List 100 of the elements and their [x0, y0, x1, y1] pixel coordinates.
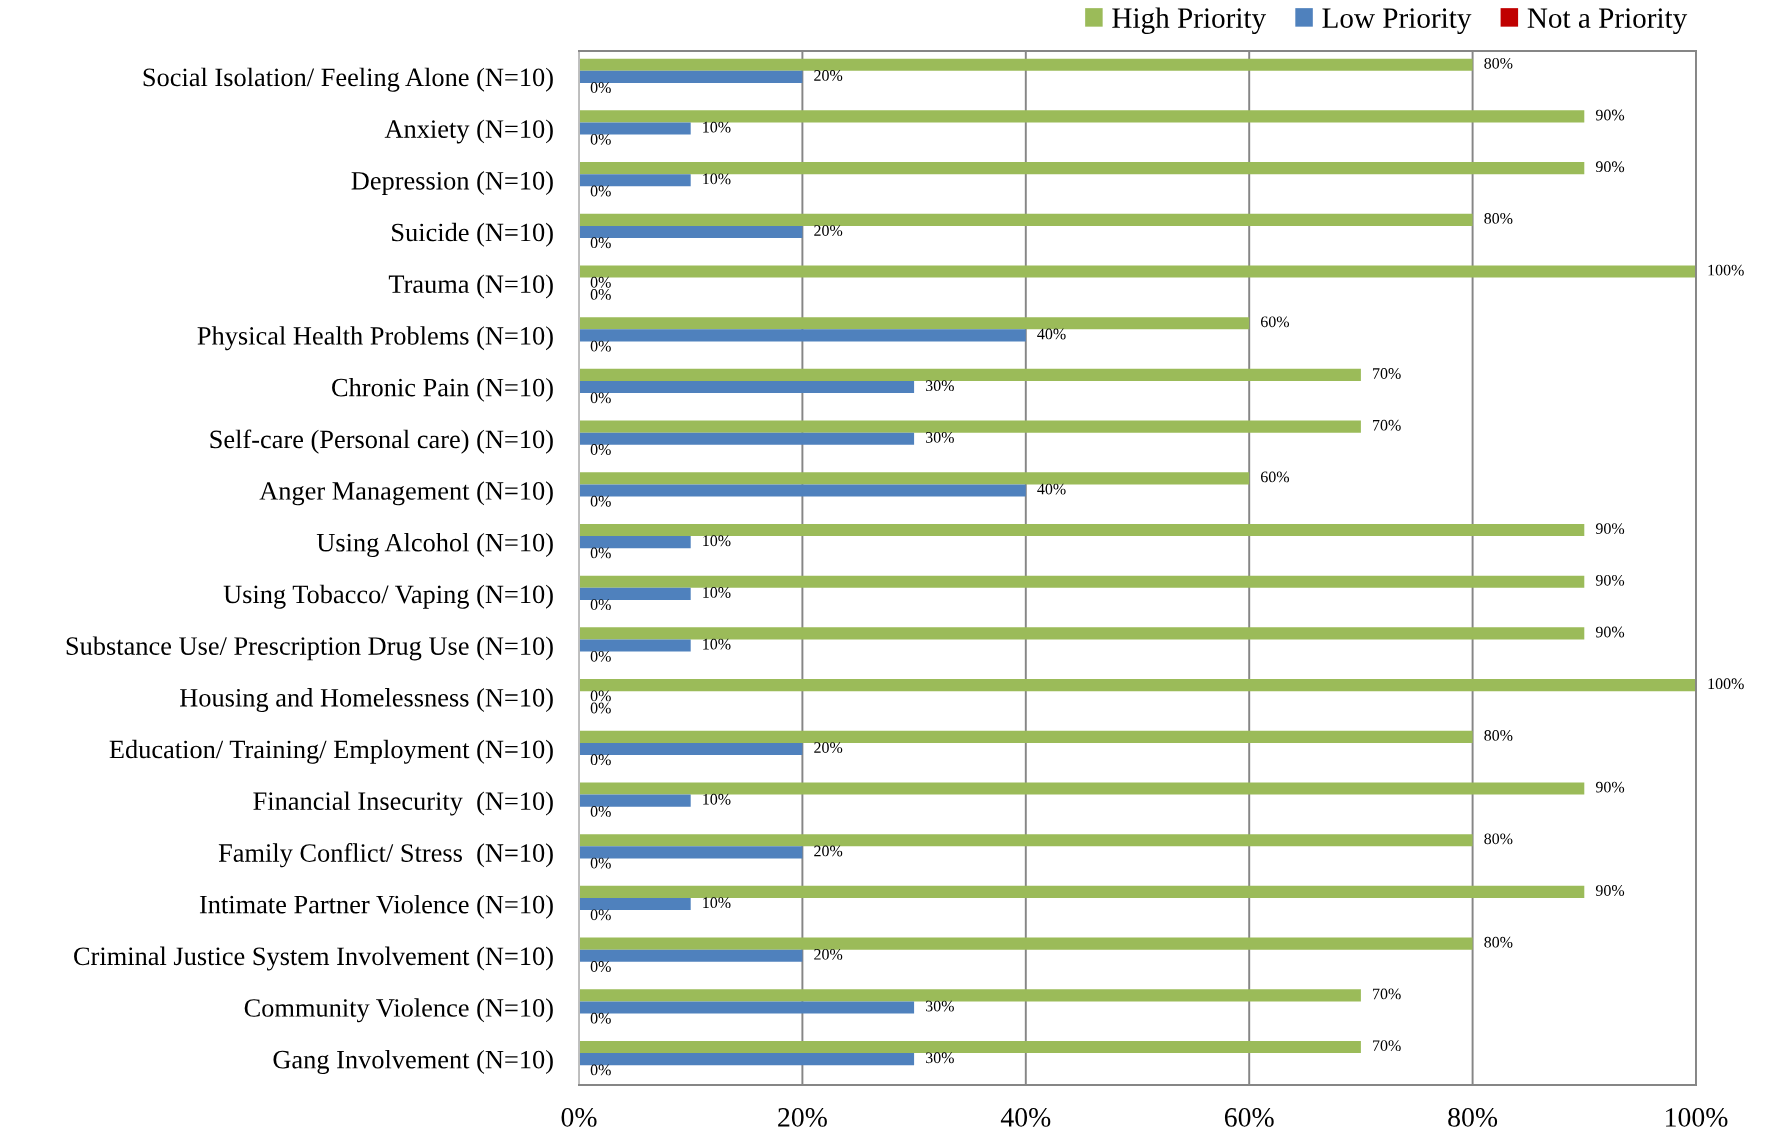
data-label: 0% — [590, 185, 611, 197]
bar — [579, 58, 1473, 71]
bar — [579, 70, 803, 83]
data-label: 80% — [1484, 936, 1513, 948]
bar — [579, 730, 1473, 743]
data-label: 70% — [1373, 419, 1401, 431]
data-label: 10% — [703, 535, 731, 547]
data-label: 90% — [1595, 523, 1625, 535]
bar — [579, 1053, 915, 1066]
bar — [579, 484, 1026, 497]
bar — [579, 627, 1585, 640]
bar — [579, 937, 1473, 950]
bar — [579, 679, 1696, 692]
legend-label: High Priority — [1112, 7, 1267, 34]
bar — [579, 472, 1250, 485]
y-tick-label: Education/ Training/ Employment (N=10) — [109, 739, 553, 764]
x-tick-label: 20% — [778, 1108, 827, 1127]
data-label: 0% — [590, 961, 611, 972]
data-label: 70% — [1373, 1040, 1401, 1052]
y-tick-label: Chronic Pain (N=10) — [332, 377, 553, 402]
bar — [579, 897, 691, 911]
data-label: 90% — [1595, 109, 1625, 121]
data-label: 20% — [814, 70, 843, 81]
y-tick-label: Family Conflict/ Stress (N=10) — [218, 843, 553, 868]
data-label: 20% — [814, 225, 843, 236]
bar — [579, 949, 803, 962]
bar — [579, 122, 691, 135]
y-tick-label: Anger Management (N=10) — [259, 481, 553, 506]
data-label: 20% — [814, 948, 843, 960]
data-label: 0% — [590, 599, 611, 611]
y-tick-label: Self-care (Personal care) (N=10) — [210, 429, 553, 454]
y-tick-label: Gang Involvement (N=10) — [273, 1049, 553, 1074]
data-label: 30% — [925, 1052, 954, 1064]
data-label: 0% — [590, 133, 611, 145]
data-label: 90% — [1595, 781, 1625, 793]
bar — [579, 162, 1585, 175]
bar — [579, 329, 1026, 342]
data-label: 0% — [590, 82, 611, 94]
y-tick-label: Intimate Partner Violence (N=10) — [199, 894, 553, 919]
data-label: 0% — [590, 276, 611, 288]
data-label: 80% — [1484, 57, 1513, 69]
data-label: 0% — [590, 690, 611, 702]
data-label: 30% — [925, 1000, 954, 1012]
data-label: 60% — [1261, 471, 1290, 483]
bar — [579, 846, 803, 859]
data-label: 40% — [1037, 328, 1066, 340]
bar — [579, 834, 1473, 847]
y-tick-label: Anxiety (N=10) — [384, 119, 553, 144]
bar — [579, 639, 691, 652]
bar — [579, 794, 691, 807]
y-tick-label: Criminal Justice System Involvement (N=10) — [74, 946, 553, 971]
data-label: 80% — [1484, 213, 1513, 224]
bar — [579, 420, 1361, 433]
data-label: 0% — [590, 806, 611, 817]
bar — [579, 368, 1361, 381]
data-label: 80% — [1484, 730, 1513, 741]
bar — [579, 265, 1696, 278]
bar — [579, 432, 915, 445]
data-label: 80% — [1484, 833, 1513, 845]
bar — [579, 885, 1585, 898]
data-label: 10% — [703, 638, 731, 650]
data-label: 70% — [1373, 368, 1401, 379]
bar — [579, 742, 803, 756]
data-label: 10% — [703, 587, 731, 598]
data-label: 0% — [590, 650, 611, 662]
data-label: 20% — [814, 845, 843, 857]
data-label: 30% — [925, 380, 954, 392]
data-label: 90% — [1595, 161, 1625, 173]
bar — [579, 536, 691, 549]
y-tick-label: Substance Use/ Prescription Drug Use (N=10) — [66, 636, 553, 661]
y-tick-label: Using Alcohol (N=10) — [316, 532, 553, 557]
data-label: 0% — [590, 547, 611, 559]
data-label: 0% — [590, 340, 611, 352]
x-tick-label: 100% — [1666, 1108, 1728, 1127]
bar — [579, 523, 1585, 537]
data-label: 0% — [590, 909, 611, 921]
y-tick-label: Using Tobacco/ Vaping (N=10) — [223, 584, 553, 609]
data-label: 100% — [1708, 678, 1744, 690]
y-tick-label: Housing and Homelessness (N=10) — [180, 688, 553, 713]
x-tick-label: 60% — [1224, 1108, 1274, 1127]
x-tick-label: 40% — [1000, 1108, 1051, 1127]
bar — [579, 575, 1585, 588]
data-label: 60% — [1261, 316, 1290, 328]
y-tick-label: Depression (N=10) — [351, 171, 553, 196]
legend-label: Low Priority — [1322, 8, 1472, 34]
y-tick-label: Suicide (N=10) — [392, 222, 553, 247]
bar — [579, 380, 915, 394]
y-tick-label: Trauma (N=10) — [388, 274, 553, 299]
data-label: 0% — [590, 1064, 611, 1076]
bar — [579, 1001, 915, 1014]
bar — [579, 317, 1250, 330]
bar — [579, 782, 1585, 795]
data-label: 100% — [1708, 264, 1744, 276]
data-label: 10% — [703, 173, 731, 185]
data-label: 30% — [925, 431, 954, 443]
x-tick-label: 80% — [1448, 1108, 1498, 1127]
data-label: 0% — [590, 495, 611, 507]
y-tick-label: Community Violence (N=10) — [244, 998, 553, 1023]
data-label: 0% — [590, 237, 611, 249]
bar — [579, 213, 1473, 226]
